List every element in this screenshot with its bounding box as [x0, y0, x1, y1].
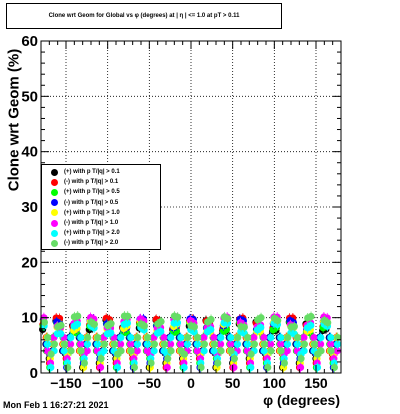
legend: (+) with p T/|q| > 0.1 (-) with p T/|q| >…: [41, 164, 161, 250]
legend-marker-icon: [51, 209, 58, 217]
y-tick-label: 60: [21, 33, 38, 50]
legend-item: (-) with p T/|q| > 0.1: [45, 177, 157, 187]
legend-label: (+) with p T/|q| > 0.1: [64, 169, 120, 176]
legend-item: (+) with p T/|q| > 0.5: [45, 187, 157, 197]
legend-marker-icon: [51, 178, 58, 186]
y-tick-label: 0: [30, 365, 38, 382]
timestamp: Mon Feb 1 16:27:21 2021: [3, 400, 109, 410]
y-tick-label: 40: [21, 144, 38, 161]
legend-marker-icon: [51, 199, 58, 207]
legend-marker-icon: [51, 219, 58, 227]
legend-label: (+) with p T/|q| > 1.0: [64, 209, 120, 216]
x-tick-label: −50: [137, 375, 161, 391]
legend-item: (+) with p T/|q| > 2.0: [45, 228, 157, 238]
y-tick-label: 10: [21, 310, 38, 327]
legend-marker-icon: [51, 168, 58, 176]
legend-label: (-) with p T/|q| > 2.0: [64, 240, 119, 247]
legend-item: (+) with p T/|q| > 0.1: [45, 167, 157, 177]
y-tick-label: 30: [21, 199, 38, 216]
legend-label: (-) with p T/|q| > 0.1: [64, 179, 119, 186]
legend-label: (-) with p T/|q| > 1.0: [64, 220, 119, 227]
x-axis-label: φ (degrees): [263, 392, 340, 408]
y-axis-label: Clone wrt Geom (%): [5, 48, 23, 192]
chart-title: Clone wrt Geom for Global vs φ (degrees)…: [6, 3, 282, 29]
legend-marker-icon: [51, 229, 58, 237]
legend-item: (-) with p T/|q| > 2.0: [45, 238, 157, 248]
legend-marker-icon: [51, 188, 58, 196]
legend-label: (+) with p T/|q| > 0.5: [64, 189, 120, 196]
legend-item: (-) with p T/|q| > 1.0: [45, 218, 157, 228]
x-tick-label: −100: [92, 375, 124, 391]
y-tick-label: 20: [21, 254, 38, 271]
y-tick-label: 50: [21, 88, 38, 105]
x-tick-label: 0: [187, 375, 195, 391]
x-tick-label: 150: [304, 375, 328, 391]
legend-label: (-) with p T/|q| > 0.5: [64, 199, 119, 206]
legend-item: (+) with p T/|q| > 1.0: [45, 208, 157, 218]
x-tick-label: 50: [225, 375, 241, 391]
x-tick-label: 100: [263, 375, 287, 391]
legend-item: (-) with p T/|q| > 0.5: [45, 198, 157, 208]
legend-marker-icon: [51, 239, 58, 247]
x-tick-label: −150: [50, 375, 82, 391]
legend-label: (+) with p T/|q| > 2.0: [64, 230, 120, 237]
